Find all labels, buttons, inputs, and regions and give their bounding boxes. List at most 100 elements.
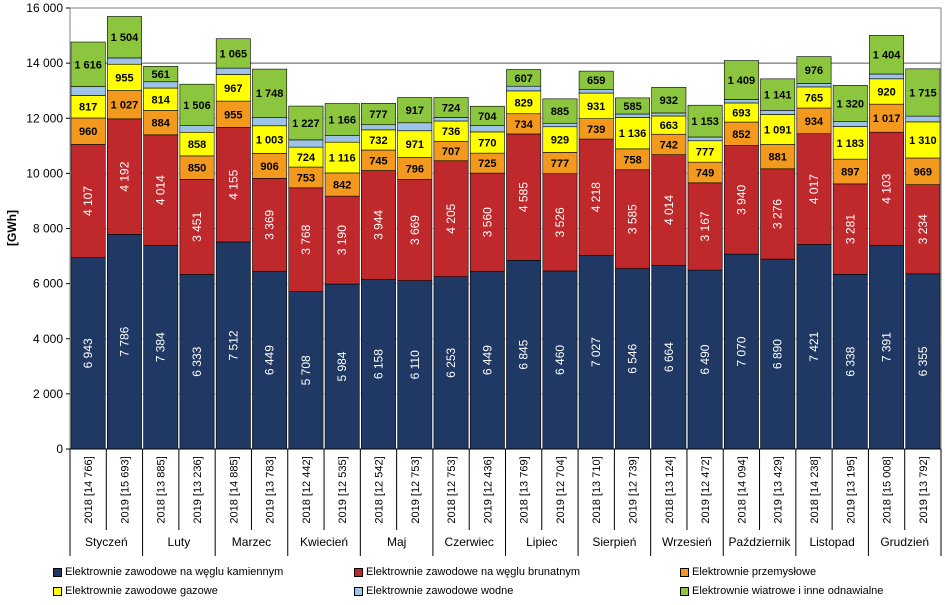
category-label: 2019 [12 739] [628, 456, 640, 523]
y-tick-label: 2 000 [33, 387, 63, 401]
data-label: 3 585 [626, 204, 640, 234]
data-label: 7 070 [734, 336, 748, 366]
data-label: 3 560 [480, 207, 494, 237]
legend-item-hydro: Elektrownie zawodowe wodne [354, 585, 513, 597]
legend-swatch-industrial [680, 567, 689, 577]
y-tick-label: 6 000 [33, 277, 63, 291]
category-label: 2019 [13 429] [773, 456, 785, 523]
bar-segment [143, 134, 179, 246]
data-label: 1 715 [909, 87, 937, 99]
data-label: 6 664 [662, 342, 676, 372]
data-label: 7 027 [589, 337, 603, 367]
bar-segment [288, 291, 324, 450]
data-label: 7 512 [226, 330, 240, 360]
bar-segment [723, 60, 759, 100]
bar-segment [143, 81, 179, 89]
data-label: 884 [152, 118, 171, 130]
data-label: 7 786 [117, 326, 131, 356]
data-label: 725 [478, 158, 496, 170]
legend-swatch-gas [53, 586, 62, 596]
legend-item-lignite: Elektrownie zawodowe na węglu brunatnym [354, 566, 580, 578]
bar-segment [832, 158, 868, 185]
bar-segment [433, 160, 469, 277]
data-label: 4 218 [589, 182, 603, 212]
category-label: 2019 [12 436] [482, 456, 494, 523]
data-label: 5 708 [299, 355, 313, 385]
data-label: 6 449 [480, 345, 494, 375]
y-tick-label: 16 000 [26, 1, 63, 15]
data-label: 3 281 [843, 214, 857, 244]
bar-segment [760, 78, 796, 111]
bar-segment [615, 113, 650, 118]
data-label: 707 [442, 146, 460, 158]
bar-segment [796, 83, 832, 88]
data-label: 967 [224, 83, 242, 95]
data-label: 742 [660, 139, 678, 151]
data-label: 955 [224, 109, 242, 121]
bar-segment [796, 107, 832, 135]
bar-segment [760, 114, 796, 145]
legend-item-industrial: Elektrownie przemysłowe [680, 566, 816, 578]
bar-segment [288, 187, 324, 292]
bar-segment [905, 273, 941, 450]
y-tick-label: 14 000 [26, 56, 63, 70]
data-label: 585 [623, 101, 641, 113]
category-label: 2019 [12 753] [410, 456, 422, 523]
bar-segment [143, 245, 179, 450]
bar-segment [869, 103, 905, 133]
data-label: 6 845 [517, 339, 531, 369]
data-label: 724 [442, 102, 461, 114]
data-label: 842 [333, 180, 351, 192]
data-label: 693 [732, 108, 750, 120]
data-label: 1 310 [909, 135, 937, 147]
data-label: 758 [623, 154, 641, 166]
data-label: 3 369 [263, 209, 277, 239]
bar-segment [252, 153, 288, 179]
bar-segment [252, 270, 288, 450]
data-label: 1 183 [837, 138, 865, 150]
data-label: 929 [551, 135, 569, 147]
bar-segment [869, 35, 905, 75]
data-label: 659 [587, 75, 605, 87]
data-label: 1 616 [74, 59, 102, 71]
data-label: 796 [406, 163, 424, 175]
data-label: 5 984 [335, 351, 349, 381]
bar-segment [869, 131, 905, 246]
bar-segment [832, 121, 868, 127]
bar-segment [905, 68, 941, 117]
data-label: 4 107 [81, 186, 95, 216]
bar-segment [578, 92, 614, 119]
month-label: Maj [387, 535, 406, 549]
bar-segment [179, 274, 215, 450]
legend-label-hard-coal: Elektrownie zawodowe na węglu kamiennym [65, 566, 284, 578]
data-label: 3 190 [335, 225, 349, 255]
bar-segment [687, 182, 723, 271]
data-label: 704 [478, 111, 497, 123]
data-label: 971 [406, 139, 424, 151]
grid-layer [69, 7, 942, 450]
bar-segment [542, 173, 578, 272]
bar-segment [723, 145, 759, 255]
y-tick-label: 12 000 [26, 111, 63, 125]
bar-segment [506, 69, 542, 87]
bar-segment [905, 115, 941, 123]
bar-segment [324, 195, 360, 285]
bar-segment [70, 86, 106, 96]
legend-swatch-wind [680, 586, 689, 596]
data-label: 3 451 [190, 212, 204, 242]
bar-segment [651, 154, 687, 266]
category-label: 2018 [13 710] [591, 456, 603, 523]
legend-label-gas: Elektrownie zawodowe gazowe [65, 585, 218, 597]
data-label: 1 003 [256, 135, 284, 147]
legend-label-industrial: Elektrownie przemysłowe [692, 566, 817, 578]
bar-segment [324, 103, 360, 136]
bar-segment [723, 253, 759, 450]
data-label: 906 [260, 161, 278, 173]
data-label: 814 [152, 94, 171, 106]
bar-segment [506, 85, 542, 92]
data-label: 770 [478, 138, 496, 150]
bar-segment [215, 127, 251, 243]
data-label: 6 890 [771, 339, 785, 369]
bar-segment [361, 278, 396, 450]
